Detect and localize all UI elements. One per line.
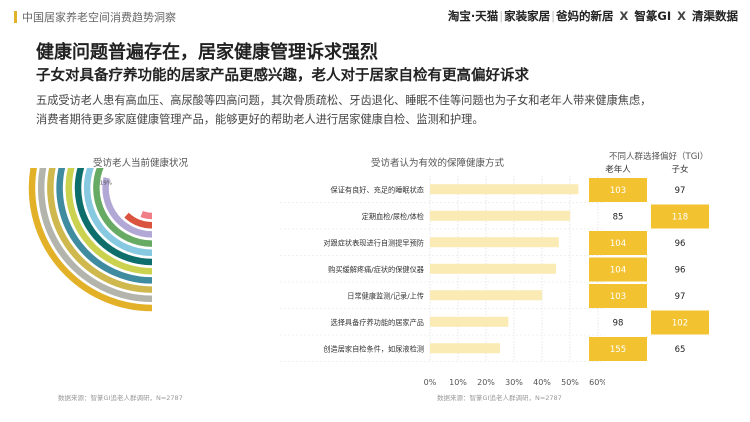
category-label: 创造居家自检条件，如尿液检测: [323, 344, 424, 353]
tgi-value: 85: [613, 213, 624, 223]
tgi-value: 98: [613, 319, 624, 329]
radial-bar-chart: 四高问题骨质疏松牙齿退化睡眠问题感官退化消化疾病29%糖尿病/痛风/泌尿疾病26…: [28, 168, 153, 312]
category-label: 定期血检/尿检/体检: [362, 212, 424, 221]
bar: [430, 184, 579, 195]
partner-home: 家装家居: [504, 9, 551, 23]
category-label: 对跟症状表现进行自测提早预防: [323, 238, 424, 247]
bar: [430, 290, 542, 301]
partner-gi: 智篆GI: [634, 9, 672, 23]
radial-bar: [93, 168, 153, 247]
accent-mark: [14, 11, 17, 23]
body-line-1: 五成受访老人患有高血压、高尿酸等四高问题，其次骨质疏松、牙齿退化、睡眠不佳等问题…: [36, 94, 652, 107]
tgi-value: 155: [610, 345, 626, 355]
radial-bar: [28, 168, 153, 312]
tgi-value: 104: [610, 266, 626, 276]
x-tick-label: 30%: [505, 378, 523, 387]
category-label: 日常健康监测/记录/上传: [347, 291, 424, 300]
radial-bar: [37, 168, 153, 303]
tgi-highlight-cell: [651, 310, 709, 335]
tgi-highlight-cell: [589, 231, 647, 255]
radial-bar: [83, 168, 153, 257]
tgi-value: 118: [672, 213, 688, 223]
radial-bar: [74, 168, 153, 266]
tgi-table: 老年人 子女 103 97 85 118 104 96 104 96 103 97 98 102 155 65: [589, 164, 709, 361]
bar: [430, 263, 556, 274]
tgi-column-header: 老年人: [605, 164, 631, 175]
tgi-column-header: 子女: [671, 164, 689, 175]
tgi-value: 104: [610, 239, 626, 249]
tgi-value: 102: [672, 319, 688, 329]
radial-bar: [65, 168, 153, 275]
tgi-highlight-cell: [589, 178, 647, 202]
headline: 健康问题普遍存在，居家健康管理诉求强烈: [36, 42, 378, 63]
bar: [430, 210, 570, 221]
report-title: 中国居家养老空间消费趋势洞察: [22, 11, 176, 24]
bar: [430, 316, 509, 327]
tgi-highlight-cell: [589, 284, 647, 308]
tgi-value: 103: [610, 292, 626, 302]
category-label: 购买缓解疼痛/症状的保健仪器: [328, 265, 424, 274]
radial-bar: [47, 168, 153, 293]
tgi-title: 不同人群选择偏好（TGI）: [609, 152, 709, 162]
bar-source: 数据来源：智篆GI追老人群调研，N=2787: [437, 394, 562, 402]
partner-logos: 淘宝·天猫|家装家居|爸妈的新居 X 智篆GI X 清渠数据: [447, 9, 738, 23]
bar: [430, 343, 500, 354]
x-tick-label: 10%: [449, 378, 467, 387]
radial-bar: [102, 177, 153, 238]
tgi-highlight-cell: [589, 337, 647, 361]
x-tick-label: 60%: [589, 378, 605, 387]
tgi-highlight-cell: [589, 257, 647, 282]
radial-bar: [124, 212, 153, 229]
body-text: 五成受访老人患有高血压、高尿酸等四高问题，其次骨质疏松、牙齿退化、睡眠不佳等问题…: [36, 91, 736, 129]
radial-bar: [140, 210, 153, 220]
x-tick-label: 50%: [561, 378, 579, 387]
bar: [430, 237, 559, 248]
tgi-value: 103: [610, 186, 626, 196]
category-label: 保证有良好、充足的睡眠状态: [331, 185, 424, 194]
body-line-2: 消费者期待更多家庭健康管理产品，能够更好的帮助老人进行居家健康自检、监测和护理。: [36, 113, 484, 126]
tgi-value: 96: [675, 239, 686, 249]
radial-chart-title: 受访老人当前健康状况: [93, 158, 189, 169]
x-tick-label: 0%: [424, 378, 437, 387]
partner-qingqu: 清渠数据: [692, 9, 738, 23]
top-bar: 中国居家养老空间消费趋势洞察 淘宝·天猫|家装家居|爸妈的新居 X 智篆GI X…: [0, 0, 750, 28]
radial-source: 数据来源：智篆GI追老人群调研，N=2787: [58, 394, 183, 402]
bar-chart-title: 受访者认为有效的保障健康方式: [371, 158, 505, 169]
tgi-value: 97: [675, 186, 686, 196]
radial-value-label: 19%: [100, 181, 112, 187]
category-label: 选择具备疗养功能的居家产品: [331, 318, 424, 327]
x-tick-label: 40%: [533, 378, 551, 387]
radial-bar: [56, 168, 153, 284]
partner-parents: 爸妈的新居: [555, 9, 614, 23]
partner-taobao: 淘宝·天猫: [447, 9, 499, 23]
tgi-highlight-cell: [651, 204, 709, 229]
x-tick-label: 20%: [477, 378, 495, 387]
horizontal-bar-chart: 0% 10% 20% 30% 40% 50% 60% 保证有良好、充足的睡眠状态定期血检/尿检…: [280, 176, 605, 387]
tgi-value: 65: [675, 345, 686, 355]
subheadline: 子女对具备疗养功能的居家产品更感兴趣，老人对于居家自检有更高偏好诉求: [36, 68, 529, 84]
tgi-value: 96: [675, 266, 686, 276]
tgi-value: 97: [675, 292, 686, 302]
